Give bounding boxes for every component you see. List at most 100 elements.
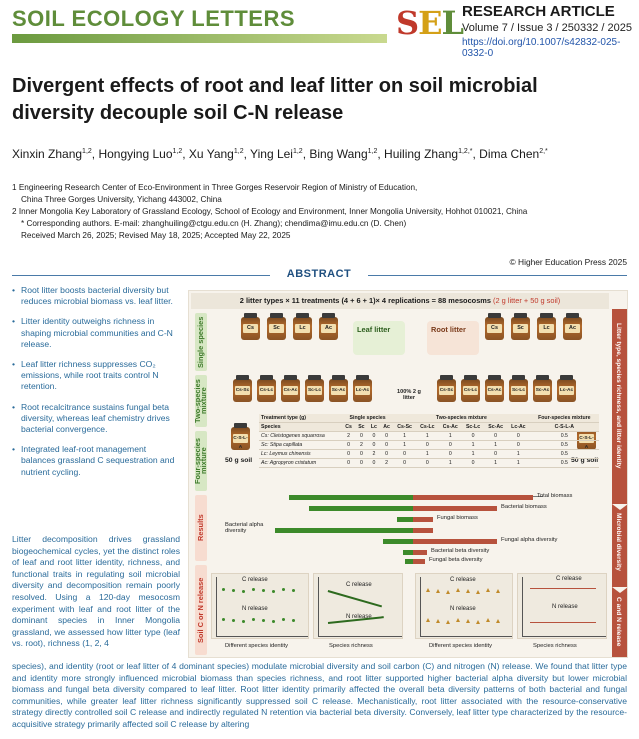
graphical-abstract: 2 litter types × 11 treatments (4 + 6 + … xyxy=(188,290,628,658)
panel-marker xyxy=(446,590,450,594)
arrow-label-cn: C and N release xyxy=(615,597,622,647)
panel2-n-release: N release xyxy=(346,614,372,620)
jar-root-sc: Sc xyxy=(511,313,530,340)
panel-marker xyxy=(272,590,275,593)
corresponding-authors: * Corresponding authors. E-mail: zhanghu… xyxy=(21,219,407,228)
table-cell: 0 xyxy=(438,440,462,450)
panel4-n-release: N release xyxy=(552,604,578,610)
journal-color-bar xyxy=(12,34,387,43)
table-cell: 2 xyxy=(380,458,394,468)
table-cell: 1 xyxy=(416,449,439,459)
table-cell: 1 xyxy=(461,449,485,459)
received-dates: Received March 26, 2025; Revised May 18,… xyxy=(21,231,291,240)
table-cell: 0.5 xyxy=(529,440,599,450)
panel-marker xyxy=(282,588,285,591)
jar-leaf-lc-ac: Lc-Ac xyxy=(353,375,372,402)
table-cell: 0 xyxy=(355,449,368,459)
panel3-n-release: N release xyxy=(450,606,476,612)
jar-leaf-four: C-S-L-A xyxy=(231,423,250,450)
jar-leaf-cs: Cs xyxy=(241,313,260,340)
author-name: Dima Chen xyxy=(479,147,540,161)
affiliation-1: 1 Engineering Research Center of Eco-Env… xyxy=(12,183,418,192)
table-cell: 0 xyxy=(342,440,356,450)
table-cell: Sc: Stipa capillata xyxy=(259,440,343,450)
jar-leaf-sc-lc: Sc-Lc xyxy=(305,375,324,402)
table-col-header: Lc-Ac xyxy=(507,422,530,432)
table-cell: 0 xyxy=(367,458,381,468)
table-cell: 0 xyxy=(380,431,394,441)
table-cell: 0.5 xyxy=(529,431,599,441)
panel-marker xyxy=(456,618,460,622)
table-cell: 0 xyxy=(393,449,417,459)
author-affil-sup: 1,2 xyxy=(82,148,92,155)
table-cell: Lc: Leymus chinensis xyxy=(259,449,343,459)
table-header-1: Treatment type (g) Single species Two-sp… xyxy=(259,414,599,423)
table-row: Lc: Leymus chinensis 0 0 2 0 0 1 0 1 0 1 0.5 xyxy=(259,449,599,459)
side-label-results: Results xyxy=(195,495,207,561)
bar-fungal-biomass-leaf xyxy=(397,517,413,522)
label-bacterial-alpha: Bacterial alpha diversity xyxy=(225,522,264,534)
table-cell: 1 xyxy=(393,431,417,441)
table-col-header: Species xyxy=(259,422,343,432)
panel1-c-release: C release xyxy=(242,577,268,583)
abstract-divider-left xyxy=(12,275,270,276)
table-cell: 1 xyxy=(484,440,508,450)
jar-root-cs-lc: Cs-Lc xyxy=(461,375,480,402)
jar-leaf-cs-sc: Cs-Sc xyxy=(233,375,252,402)
arrow-notch-1 xyxy=(612,504,627,510)
table-cell: 0 xyxy=(355,431,368,441)
author-name: Huiling Zhang xyxy=(384,147,459,161)
table-row: Ac: Agropyron cristatum 0 0 0 2 0 0 1 0 1 1 0.5 xyxy=(259,458,599,468)
table-cell: 2 xyxy=(367,449,381,459)
table-cell: 0 xyxy=(342,458,356,468)
arrow-notch-2 xyxy=(612,587,627,593)
panel-marker xyxy=(262,619,265,622)
jar-leaf-lc: Lc xyxy=(293,313,312,340)
table-cell: 0 xyxy=(416,440,439,450)
caption-root-richness: Species richness xyxy=(533,643,577,649)
bar-fungal-beta-root xyxy=(413,559,425,564)
table-col-header: Ac xyxy=(380,422,394,432)
caption-leaf-identity: Different species identity xyxy=(225,643,289,649)
caption-root-identity: Different species identity xyxy=(429,643,493,649)
panel-leaf-identity: C release N release xyxy=(211,573,309,639)
panel-marker xyxy=(282,618,285,621)
panel-marker xyxy=(486,618,490,622)
copyright: © Higher Education Press 2025 xyxy=(509,257,627,267)
panel1-y-axis xyxy=(216,577,217,637)
treatment-table: Treatment type (g) Single species Two-sp… xyxy=(259,414,599,468)
author-affil-sup: 1,2 xyxy=(172,148,183,155)
table-col-header: Lc xyxy=(367,422,381,432)
panel3-y-axis xyxy=(420,577,421,637)
author-name: Ying Lei xyxy=(250,147,293,161)
bar-bacterial-biomass-leaf xyxy=(309,506,413,511)
panel-marker xyxy=(486,588,490,592)
label-fungal-biomass: Fungal biomass xyxy=(437,515,478,521)
panel-marker xyxy=(292,619,295,622)
table-cell: 0 xyxy=(461,458,485,468)
panel4-c-release: C release xyxy=(556,576,582,582)
table-cell: 0 xyxy=(507,440,530,450)
sel-logo: SEL xyxy=(396,4,464,42)
volume-line: Volume 7 / Issue 3 / 250332 / 2025 xyxy=(462,22,633,34)
table-cell: Ac: Agropyron cristatum xyxy=(259,458,343,468)
table-cell: 0 xyxy=(461,431,485,441)
panel4-x-axis xyxy=(522,636,606,637)
arrow-label-litter: Litter type, species richness, and litte… xyxy=(615,323,622,469)
author-affil-sup: 1,2 xyxy=(367,148,378,155)
author-affil-sup: 1,2 xyxy=(233,148,244,155)
doi-link[interactable]: https://doi.org/10.1007/s42832-025-0332-… xyxy=(462,37,621,59)
panel1-n-release: N release xyxy=(242,606,268,612)
label-fungal-alpha: Fungal alpha diversity xyxy=(501,537,558,543)
table-cell: 1 xyxy=(416,431,439,441)
table-cell: 0 xyxy=(416,458,439,468)
bar-total-biomass-root xyxy=(413,495,533,500)
panel-marker xyxy=(466,589,470,593)
panel3-c-release: C release xyxy=(450,577,476,583)
jar-root-cs-sc: Cs-Sc xyxy=(437,375,456,402)
table-col-header: Cs xyxy=(342,422,356,432)
panel2-x-axis xyxy=(318,636,402,637)
panel4-y-axis xyxy=(522,577,523,637)
panel-root-identity: C release N release xyxy=(415,573,513,639)
panel-marker xyxy=(466,619,470,623)
